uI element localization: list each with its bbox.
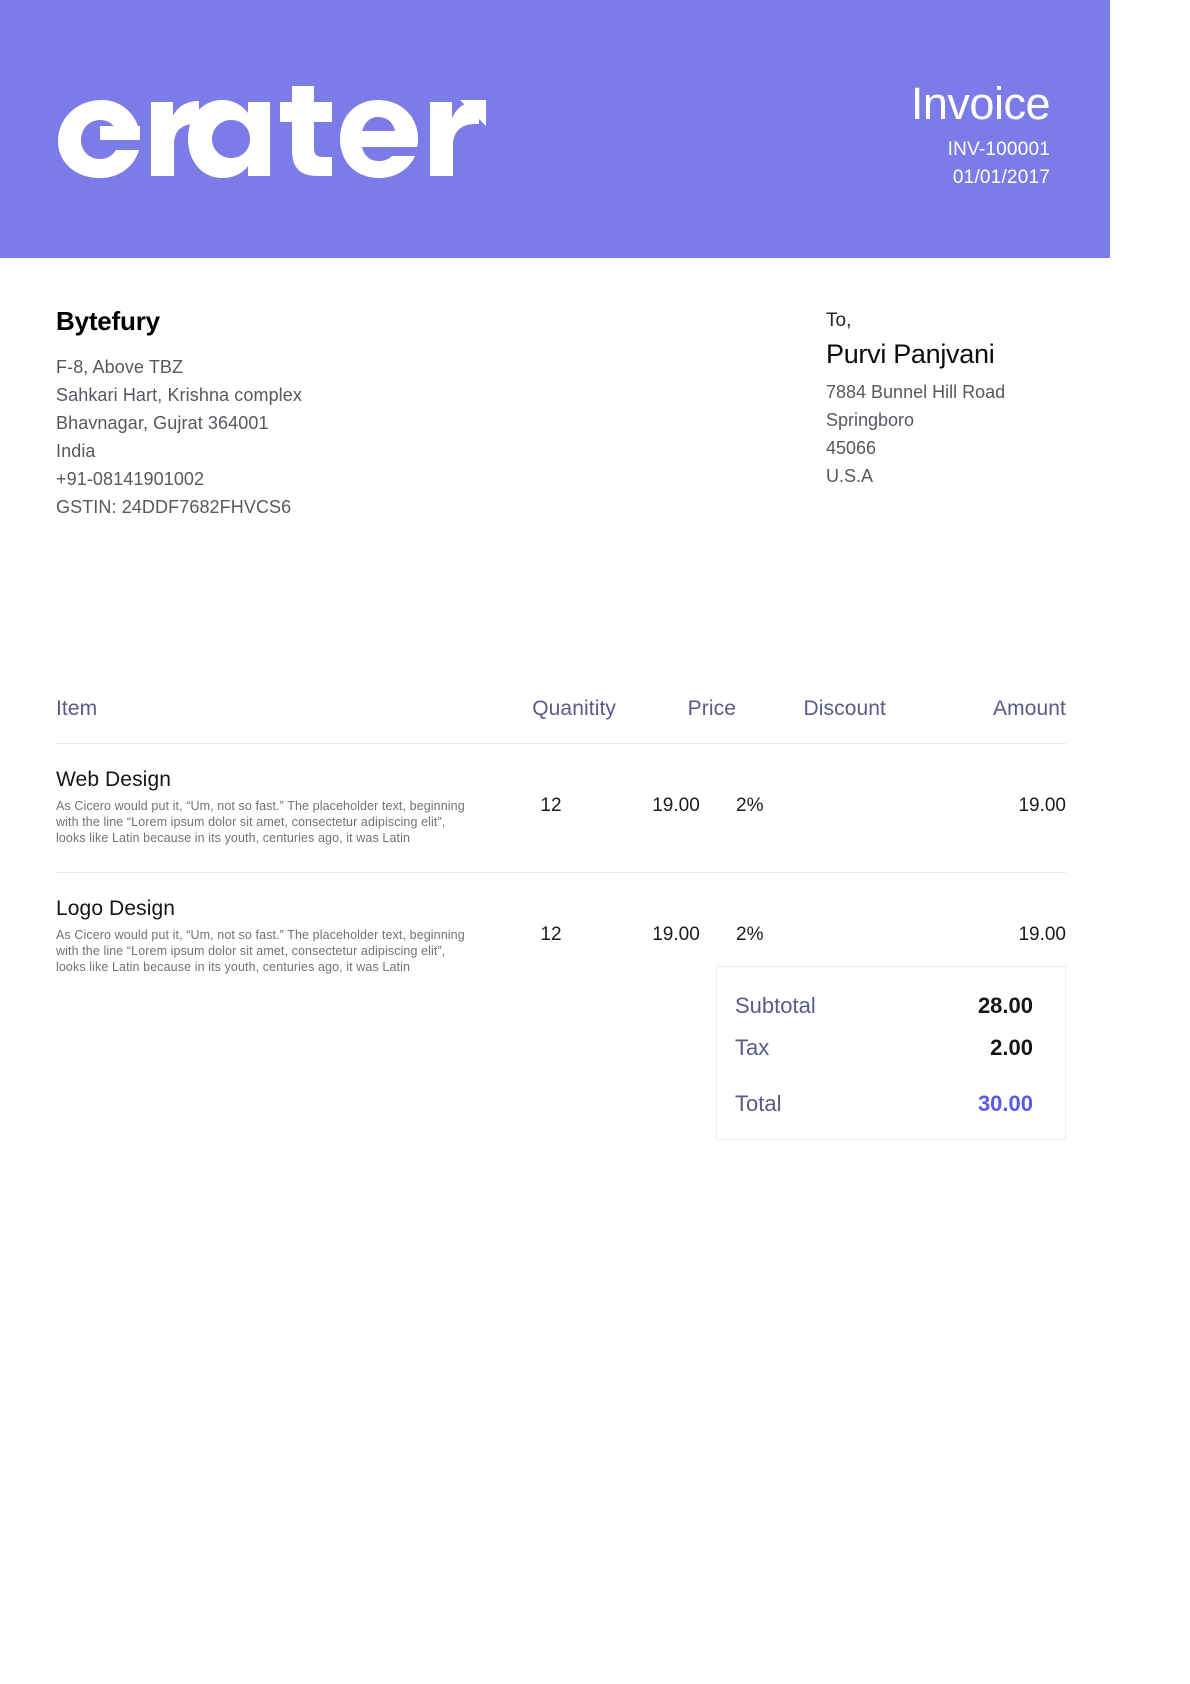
- tax-row: Tax 2.00: [735, 1035, 1033, 1061]
- line-item-amount: 19.00: [1018, 924, 1066, 945]
- from-address-line: India: [56, 441, 96, 461]
- from-address-line: Sahkari Hart, Krishna complex: [56, 385, 302, 405]
- line-item-name: Web Design: [56, 768, 172, 791]
- to-address-line: U.S.A: [826, 466, 874, 486]
- line-item-name: Logo Design: [56, 897, 176, 920]
- line-item-price: 19.00: [652, 924, 700, 945]
- line-item-amount: 19.00: [1018, 795, 1066, 816]
- totals-box: Subtotal 28.00 Tax 2.00 Total 30.00: [716, 966, 1066, 1140]
- table-row: Web Design As Cicero would put it, “Um, …: [56, 743, 1066, 873]
- to-address-line: 7884 Bunnel Hill Road: [826, 382, 1006, 402]
- line-item-cell: Web Design As Cicero would put it, “Um, …: [56, 744, 486, 873]
- line-items-table: Item Quanitity Price Discount Amount Web…: [56, 697, 1066, 1001]
- total-value: 30.00: [977, 1091, 1033, 1116]
- from-address-line: Bhavnagar, Gujrat 364001: [56, 413, 269, 433]
- address-section: Bytefury F-8, Above TBZ Sahkari Hart, Kr…: [0, 258, 1110, 558]
- tax-label: Tax: [735, 1035, 770, 1060]
- invoice-meta: Invoice INV-100001 01/01/2017: [910, 78, 1051, 192]
- invoice-title: Invoice: [910, 78, 1051, 129]
- from-gstin: GSTIN: 24DDF7682FHVCS6: [56, 497, 292, 517]
- from-address-block: Bytefury F-8, Above TBZ Sahkari Hart, Kr…: [56, 306, 302, 521]
- invoice-number: INV-100001: [947, 139, 1050, 160]
- customer-name: Purvi Panjvani: [826, 339, 995, 369]
- line-item-description: As Cicero would put it, “Um, not so fast…: [56, 799, 465, 845]
- line-item-quantity: 12: [540, 795, 562, 816]
- subtotal-label: Subtotal: [735, 993, 816, 1018]
- invoice-page: Invoice INV-100001 01/01/2017 Bytefury F…: [0, 0, 1110, 1140]
- column-header-discount: Discount: [803, 697, 886, 720]
- column-header-quantity: Quanitity: [532, 697, 616, 720]
- tax-value: 2.00: [990, 1035, 1033, 1060]
- invoice-date: 01/01/2017: [952, 167, 1050, 188]
- total-label: Total: [735, 1091, 782, 1116]
- grand-total-row: Total 30.00: [735, 1091, 1033, 1117]
- to-address-line: 45066: [826, 438, 877, 458]
- to-label: To,: [826, 310, 852, 331]
- line-item-quantity: 12: [540, 924, 562, 945]
- to-address-line: Springboro: [826, 410, 915, 430]
- line-item-price: 19.00: [652, 795, 700, 816]
- line-item-cell: Logo Design As Cicero would put it, “Um,…: [56, 873, 486, 1002]
- crater-logo: [56, 86, 486, 178]
- line-item-description: As Cicero would put it, “Um, not so fast…: [56, 928, 465, 974]
- company-name: Bytefury: [56, 306, 160, 336]
- from-address-line: F-8, Above TBZ: [56, 357, 184, 377]
- column-header-price: Price: [687, 697, 736, 720]
- table-header-row: Item Quanitity Price Discount Amount: [56, 697, 1066, 744]
- table-row: Logo Design As Cicero would put it, “Um,…: [56, 872, 1066, 1002]
- line-item-discount: 2%: [736, 924, 764, 945]
- line-item-discount: 2%: [736, 795, 764, 816]
- subtotal-row: Subtotal 28.00: [735, 993, 1033, 1019]
- to-address-block: To, Purvi Panjvani 7884 Bunnel Hill Road…: [826, 308, 1086, 490]
- subtotal-value: 28.00: [977, 993, 1033, 1018]
- from-phone: +91-08141901002: [56, 469, 205, 489]
- column-header-item: Item: [56, 697, 98, 720]
- column-header-amount: Amount: [993, 697, 1066, 720]
- invoice-header-banner: Invoice INV-100001 01/01/2017: [0, 0, 1110, 258]
